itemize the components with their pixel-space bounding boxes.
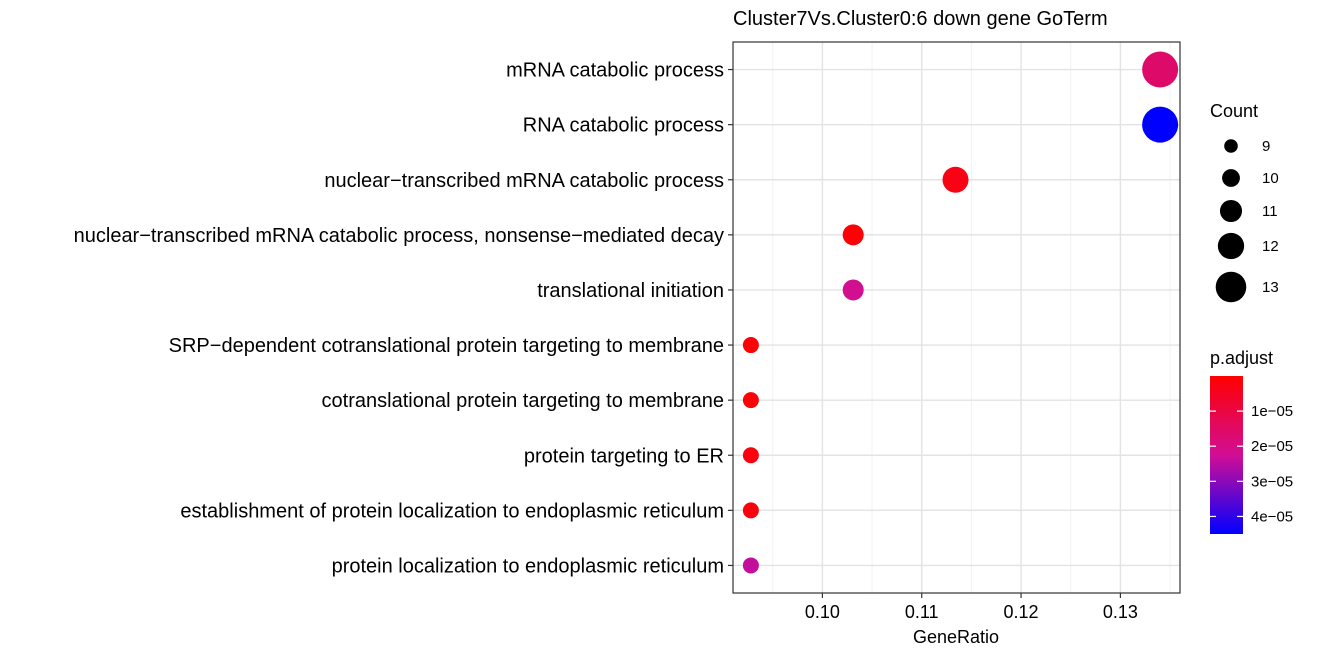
size-legend-key [1224,139,1238,153]
data-point [842,279,864,301]
y-tick-label: establishment of protein localization to… [180,500,724,522]
size-legend-key [1215,271,1247,303]
data-point [742,392,759,409]
data-point [842,224,864,246]
x-tick-label: 0.12 [1004,602,1039,622]
data-point [942,166,969,193]
data-point [742,502,759,519]
size-legend: Count 9 10 11 12 13 [1210,101,1279,303]
size-legend-label: 12 [1262,238,1279,255]
x-axis-label: GeneRatio [913,627,999,647]
y-axis: mRNA catabolic process RNA catabolic proc… [74,60,733,577]
data-point [1142,51,1179,88]
color-legend-bar [1210,376,1243,534]
color-legend-label: 3e−05 [1251,473,1293,490]
data-point [742,337,759,354]
y-tick-label: mRNA catabolic process [506,60,724,82]
color-legend-title: p.adjust [1210,348,1273,368]
y-tick-label: RNA catabolic process [523,115,724,137]
size-legend-key [1222,169,1240,187]
size-legend-key [1219,199,1243,223]
data-point [742,447,759,464]
color-legend-label: 2e−05 [1251,438,1293,455]
y-tick-label: nuclear−transcribed mRNA catabolic proce… [74,225,724,247]
data-point [742,557,759,574]
x-tick-label: 0.11 [905,602,939,622]
y-tick-label: cotranslational protein targeting to mem… [322,390,724,412]
size-legend-label: 10 [1262,170,1279,187]
x-axis: 0.10 0.11 0.12 0.13 [805,593,1138,622]
grid-layer [733,42,1180,593]
marks-layer [742,51,1179,574]
y-tick-label: protein localization to endoplasmic reti… [332,555,724,577]
size-legend-title: Count [1210,101,1258,121]
color-legend-label: 4e−05 [1251,508,1293,525]
size-legend-label: 9 [1262,138,1270,155]
x-tick-label: 0.13 [1103,602,1138,622]
y-tick-label: SRP−dependent cotranslational protein ta… [169,335,724,357]
color-legend: p.adjust 1e−05 2e−05 3e−05 4e−05 [1210,348,1293,534]
data-point [1142,106,1179,143]
color-legend-label: 1e−05 [1251,403,1293,420]
size-legend-label: 13 [1262,279,1279,296]
y-tick-label: translational initiation [537,280,724,302]
plot-panel-border [732,41,1181,594]
size-legend-label: 11 [1262,203,1278,220]
size-legend-key [1217,232,1245,260]
x-tick-label: 0.10 [805,602,840,622]
chart-title: Cluster7Vs.Cluster0:6 down gene GoTerm [733,8,1108,30]
y-tick-label: protein targeting to ER [524,445,724,467]
y-tick-label: nuclear−transcribed mRNA catabolic proce… [324,170,724,192]
